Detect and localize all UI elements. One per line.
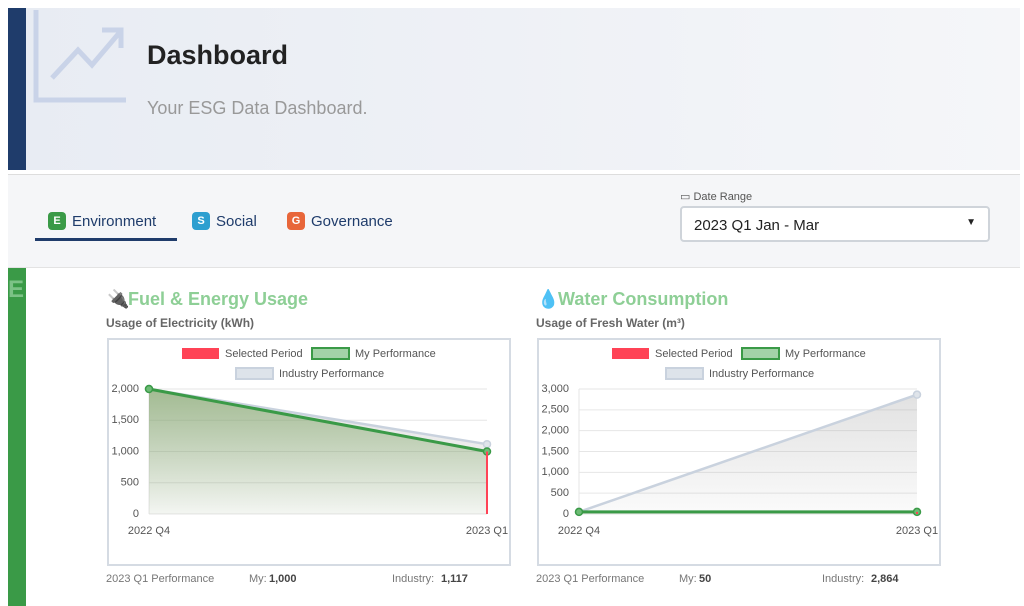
section-accent xyxy=(8,268,26,606)
tab-label: Environment xyxy=(72,212,157,230)
tab-label: Social xyxy=(216,212,257,230)
header xyxy=(8,8,1020,170)
x-tick-label: 2023 Q1 xyxy=(466,525,508,537)
legend-swatch xyxy=(182,348,219,359)
y-tick-label: 1,000 xyxy=(541,466,569,478)
label-text: Date Range xyxy=(693,191,753,203)
y-tick-label: 1,500 xyxy=(111,414,139,426)
footer-industry-label: Industry: xyxy=(392,573,435,585)
legend-label: Selected Period xyxy=(225,348,303,360)
chart-icon: 🔌 xyxy=(107,289,130,309)
legend-label: My Performance xyxy=(355,348,436,360)
legend-label: Industry Performance xyxy=(709,368,814,380)
legend-swatch xyxy=(612,348,649,359)
y-tick-label: 2,000 xyxy=(541,425,569,437)
footer-industry-value: 2,864 xyxy=(871,573,899,585)
footer-label: 2023 Q1 Performance xyxy=(106,573,215,585)
footer-industry-label: Industry: xyxy=(822,573,865,585)
tab-badge: E xyxy=(48,212,66,230)
tab-label: Governance xyxy=(311,212,393,230)
tab-badge: S xyxy=(192,212,210,230)
x-tick-label: 2022 Q4 xyxy=(128,525,170,537)
chart-subtitle: Usage of Fresh Water (m³) xyxy=(536,316,685,330)
section-letter: E xyxy=(8,276,25,303)
x-tick-label: 2023 Q1 xyxy=(896,525,938,537)
footer-industry-value: 1,117 xyxy=(441,573,468,585)
chart-box xyxy=(537,338,941,566)
tab[interactable]: S Social xyxy=(192,212,257,230)
area xyxy=(149,389,487,514)
footer-my-value: 50 xyxy=(699,573,712,585)
footer-my-label: My: xyxy=(249,573,267,585)
y-tick-label: 1,500 xyxy=(541,445,569,457)
chart-title: Water Consumption xyxy=(558,289,729,309)
legend-swatch xyxy=(665,367,704,380)
footer-my-label: My: xyxy=(679,573,697,585)
page-title: Dashboard xyxy=(147,40,289,70)
point xyxy=(574,507,584,517)
y-tick-label: 0 xyxy=(133,508,139,520)
y-tick-label: 1,000 xyxy=(111,445,139,457)
series-line xyxy=(148,387,488,453)
date-range-select[interactable]: 2023 Q1 Jan - Mar ▼ xyxy=(680,206,990,242)
y-tick-label: 3,000 xyxy=(541,383,569,395)
page-subtitle: Your ESG Data Dashboard. xyxy=(147,98,368,118)
tab[interactable]: E Environment xyxy=(48,212,156,230)
header-icon xyxy=(33,10,126,103)
point xyxy=(144,384,154,394)
y-tick-label: 2,000 xyxy=(111,383,139,395)
legend-swatch xyxy=(235,367,274,380)
legend-swatch xyxy=(741,347,780,360)
tab-badge: G xyxy=(287,212,305,230)
y-tick-label: 500 xyxy=(121,477,139,489)
select-value: 2023 Q1 Jan - Mar xyxy=(694,217,820,234)
chart-footer: 2023 Q1 Performance My: 1,000 Industry: 1,11… xyxy=(106,573,506,585)
legend-swatch xyxy=(311,347,350,360)
point xyxy=(912,507,922,517)
legend-label: Selected Period xyxy=(655,348,733,360)
chart-box xyxy=(107,338,511,566)
chart-title: Fuel & Energy Usage xyxy=(128,289,309,309)
legend-label: Industry Performance xyxy=(279,368,384,380)
y-tick-label: 2,500 xyxy=(541,404,569,416)
footer-label: 2023 Q1 Performance xyxy=(536,573,645,585)
chart-icon: 💧 xyxy=(537,289,560,309)
chart-subtitle: Usage of Electricity (kWh) xyxy=(106,316,255,330)
tab-underline xyxy=(35,238,177,241)
footer-my-value: 1,000 xyxy=(269,573,297,585)
legend-label: My Performance xyxy=(785,348,866,360)
y-tick-label: 0 xyxy=(563,508,569,520)
chart-footer: 2023 Q1 Performance My: 50 Industry: 2,864 xyxy=(536,573,936,585)
tab[interactable]: G Governance xyxy=(287,212,393,230)
point xyxy=(912,390,922,399)
x-tick-label: 2022 Q4 xyxy=(558,525,600,537)
header-accent xyxy=(8,8,26,170)
y-tick-label: 500 xyxy=(551,487,569,499)
date-range-label: ▭ Date Range xyxy=(680,191,753,203)
series-line xyxy=(578,393,918,514)
point xyxy=(482,439,492,449)
